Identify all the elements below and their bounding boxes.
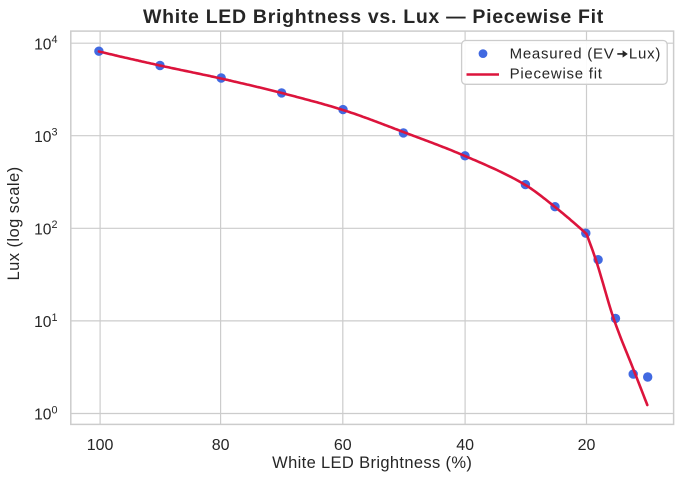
- svg-text:Lux (log scale): Lux (log scale): [5, 166, 23, 280]
- svg-text:20: 20: [578, 437, 596, 454]
- svg-text:White LED Brightness (%): White LED Brightness (%): [272, 454, 472, 472]
- svg-text:40: 40: [456, 437, 474, 454]
- svg-text:80: 80: [212, 437, 230, 454]
- svg-text:Lux): Lux): [629, 45, 661, 62]
- svg-text:100: 100: [87, 437, 114, 454]
- svg-text:Piecewise fit: Piecewise fit: [510, 66, 603, 83]
- svg-text:60: 60: [334, 437, 352, 454]
- svg-text:White LED Brightness vs. Lux —: White LED Brightness vs. Lux — Piecewise…: [143, 6, 604, 28]
- svg-text:Measured (EV: Measured (EV: [510, 45, 615, 62]
